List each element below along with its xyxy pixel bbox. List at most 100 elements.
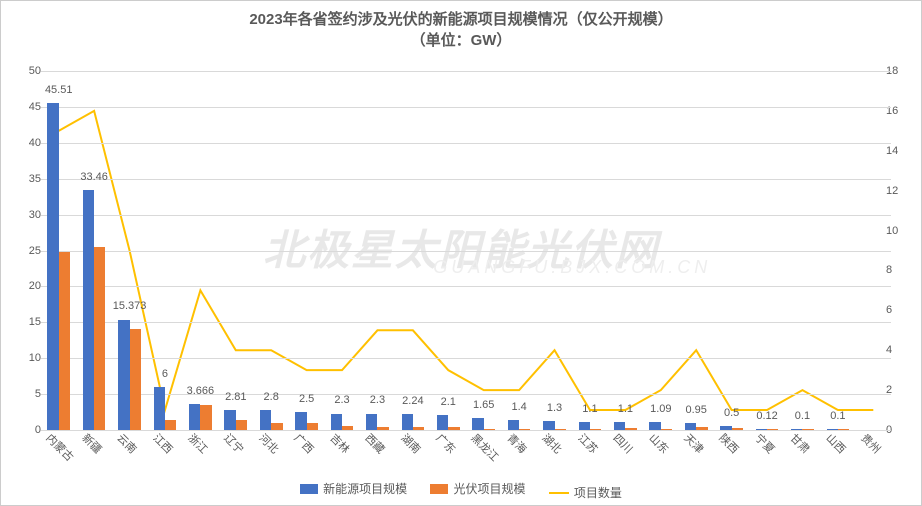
y-right-tick: 4 <box>886 344 921 356</box>
line-count <box>59 111 874 410</box>
legend-swatch-pv <box>430 484 448 494</box>
x-category-label: 贵州 <box>858 430 885 457</box>
bar-new-energy <box>649 422 660 430</box>
legend-label-new-energy: 新能源项目规模 <box>323 480 407 497</box>
bar-pv <box>165 420 176 430</box>
y-right-tick: 10 <box>886 225 921 237</box>
y-left-tick: 10 <box>6 352 41 364</box>
gridline <box>41 286 891 287</box>
bar-new-energy <box>543 421 554 430</box>
x-category-label: 江苏 <box>574 430 601 457</box>
x-category-label: 天津 <box>681 430 708 457</box>
x-category-label: 甘肃 <box>787 430 814 457</box>
x-category-label: 广西 <box>291 430 318 457</box>
bar-value-label: 2.3 <box>370 394 385 406</box>
chart-container: 2023年各省签约涉及光伏的新能源项目规模情况（仅公开规模） （单位：GW） 北… <box>0 0 922 506</box>
y-right-tick: 14 <box>886 145 921 157</box>
bar-value-label: 2.1 <box>441 396 456 408</box>
bar-value-label: 1.1 <box>582 403 597 415</box>
bar-new-energy <box>437 415 448 430</box>
x-category-label: 山东 <box>645 430 672 457</box>
bar-new-energy <box>472 418 483 430</box>
y-right-tick: 16 <box>886 105 921 117</box>
x-category-label: 浙江 <box>185 430 212 457</box>
legend-swatch-new-energy <box>300 484 318 494</box>
x-category-label: 江西 <box>149 430 176 457</box>
gridline <box>41 394 891 395</box>
bar-value-label: 0.1 <box>830 410 845 422</box>
bar-pv <box>236 420 247 430</box>
bar-new-energy <box>47 103 58 430</box>
bar-value-label: 2.24 <box>402 395 423 407</box>
bar-pv <box>307 423 318 430</box>
gridline <box>41 179 891 180</box>
legend-item-count: 项目数量 <box>549 484 622 501</box>
bar-value-label: 6 <box>162 368 168 380</box>
x-category-label: 新疆 <box>79 430 106 457</box>
bar-new-energy <box>508 420 519 430</box>
bar-new-energy <box>685 423 696 430</box>
x-category-label: 四川 <box>610 430 637 457</box>
legend-swatch-count <box>549 492 569 494</box>
gridline <box>41 143 891 144</box>
bar-pv <box>94 247 105 430</box>
bar-value-label: 0.1 <box>795 410 810 422</box>
y-left-tick: 35 <box>6 173 41 185</box>
bar-value-label: 15.373 <box>113 300 147 312</box>
y-left-tick: 40 <box>6 137 41 149</box>
y-left-tick: 30 <box>6 209 41 221</box>
plot-area: 45.5133.4615.37363.6662.812.82.52.32.32.… <box>41 71 891 430</box>
bar-value-label: 0.5 <box>724 407 739 419</box>
bar-value-label: 0.12 <box>756 410 777 422</box>
y-left-tick: 20 <box>6 280 41 292</box>
bar-new-energy <box>260 410 271 430</box>
gridline <box>41 358 891 359</box>
y-left-tick: 50 <box>6 65 41 77</box>
gridline <box>41 251 891 252</box>
x-category-label: 山西 <box>822 430 849 457</box>
gridline <box>41 215 891 216</box>
bar-value-label: 1.4 <box>511 401 526 413</box>
bar-new-energy <box>402 414 413 430</box>
y-left-tick: 45 <box>6 101 41 113</box>
x-category-label: 湖南 <box>397 430 424 457</box>
bar-new-energy <box>366 414 377 431</box>
chart-title: 2023年各省签约涉及光伏的新能源项目规模情况（仅公开规模） （单位：GW） <box>1 1 921 51</box>
y-left-tick: 15 <box>6 316 41 328</box>
y-right-tick: 8 <box>886 264 921 276</box>
bar-value-label: 2.5 <box>299 393 314 405</box>
x-category-label: 宁夏 <box>751 430 778 457</box>
y-right-tick: 18 <box>886 65 921 77</box>
legend-label-count: 项目数量 <box>574 484 622 501</box>
bar-pv <box>271 423 282 430</box>
bar-value-label: 2.8 <box>264 391 279 403</box>
legend: 新能源项目规模 光伏项目规模 项目数量 <box>1 480 921 501</box>
bar-new-energy <box>154 387 165 430</box>
x-axis: 内蒙古新疆云南江西浙江辽宁河北广西吉林西藏湖南广东黑龙江青海湖北江苏四川山东天津… <box>41 430 891 470</box>
bar-value-label: 1.09 <box>650 403 671 415</box>
bar-value-label: 0.95 <box>685 404 706 416</box>
y-axis-left: 05101520253035404550 <box>6 71 41 430</box>
x-category-label: 黑龙江 <box>468 430 503 465</box>
y-left-tick: 5 <box>6 388 41 400</box>
legend-item-new-energy: 新能源项目规模 <box>300 480 407 497</box>
x-category-label: 吉林 <box>326 430 353 457</box>
bar-new-energy <box>614 422 625 430</box>
bar-value-label: 1.3 <box>547 402 562 414</box>
y-left-tick: 25 <box>6 245 41 257</box>
y-right-tick: 2 <box>886 384 921 396</box>
y-left-tick: 0 <box>6 424 41 436</box>
x-category-label: 陕西 <box>716 430 743 457</box>
x-category-label: 广东 <box>433 430 460 457</box>
bar-pv <box>59 252 70 430</box>
x-category-label: 西藏 <box>362 430 389 457</box>
title-line2: （单位：GW） <box>1 30 921 51</box>
bar-pv <box>200 405 211 430</box>
bar-value-label: 45.51 <box>45 84 73 96</box>
bar-pv <box>130 329 141 430</box>
x-category-label: 内蒙古 <box>43 430 78 465</box>
bar-value-label: 3.666 <box>187 385 215 397</box>
gridline <box>41 71 891 72</box>
bar-value-label: 1.65 <box>473 399 494 411</box>
bar-new-energy <box>224 410 235 430</box>
